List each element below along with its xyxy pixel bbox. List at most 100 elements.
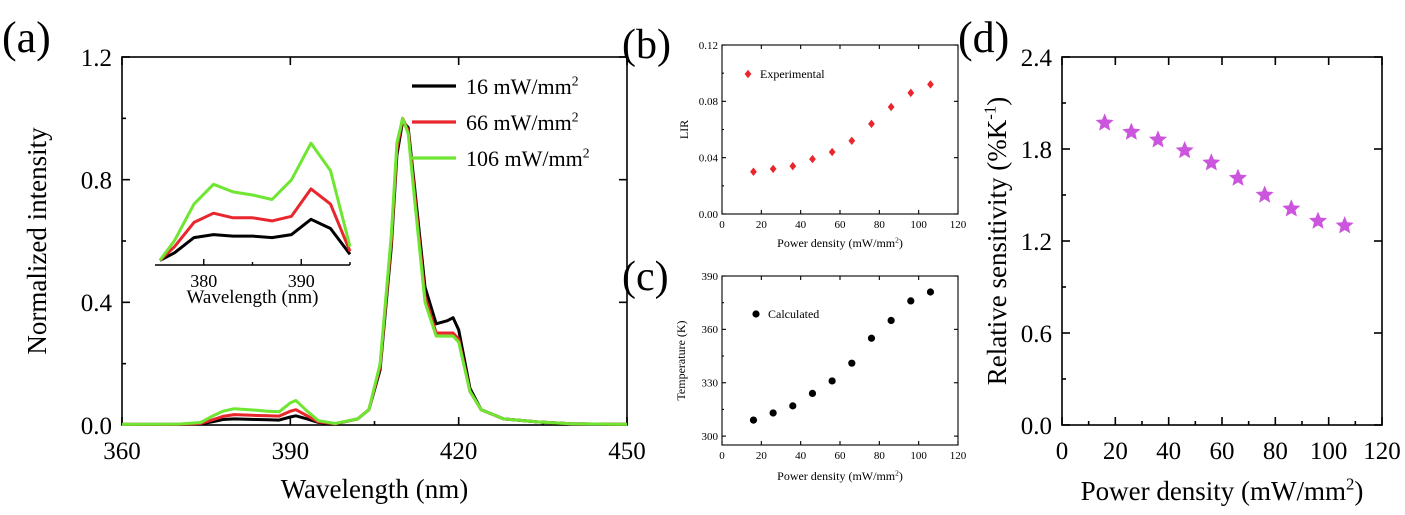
- data-point: [789, 161, 797, 171]
- legend-label: Calculated: [768, 307, 819, 321]
- y-tick-label: 360: [702, 324, 719, 336]
- panel-label-c: (c): [622, 254, 669, 300]
- data-point: [769, 409, 777, 417]
- y-axis-label: Temperature (K): [674, 320, 688, 400]
- y-tick-label: 330: [702, 378, 719, 390]
- data-point: [1202, 153, 1221, 171]
- y-tick-label: 390: [702, 271, 719, 283]
- x-tick-label: 40: [795, 219, 807, 231]
- data-point: [927, 80, 934, 89]
- x-tick-label: 60: [835, 219, 847, 231]
- data-point: [828, 377, 836, 385]
- x-tick-label: 40: [795, 450, 807, 462]
- x-tick-label: 0: [719, 219, 725, 231]
- data-point: [1335, 216, 1354, 234]
- legend-marker: [752, 310, 760, 318]
- data-point: [1122, 122, 1141, 140]
- data-point: [868, 119, 875, 129]
- y-tick-label: 1.8: [1021, 137, 1052, 164]
- x-tick-label: 120: [950, 450, 967, 462]
- data-point: [926, 288, 935, 296]
- data-point: [1228, 168, 1248, 186]
- y-axis-label: Relative sensitivity (%K-1): [981, 97, 1012, 385]
- x-tick-label: 40: [1156, 438, 1181, 465]
- legend-label-0: 16 mW/mm2: [466, 74, 579, 99]
- legend-label-1: 66 mW/mm2: [466, 110, 579, 135]
- x-tick-label: 60: [1210, 438, 1235, 465]
- y-tick-label: 0.6: [1021, 321, 1052, 348]
- panel-label-b: (b): [622, 22, 671, 68]
- data-point: [1095, 113, 1114, 131]
- inset-x-tick-label: 390: [288, 271, 315, 291]
- legend-label: Experimental: [760, 67, 825, 81]
- x-axis-label: Power density (mW/mm2): [777, 235, 903, 250]
- plot-frame: [1061, 56, 1383, 426]
- plot-frame: [721, 275, 959, 446]
- plot-frame: [721, 44, 959, 215]
- legend-label-2: 106 mW/mm2: [466, 146, 590, 171]
- y-tick-label: 0.8: [81, 167, 112, 194]
- data-point: [809, 154, 816, 164]
- legend-marker: [744, 69, 752, 79]
- panel-label-d: (d): [958, 13, 1009, 62]
- x-axis-label: Power density (mW/mm2): [777, 468, 903, 483]
- y-tick-label: 1.2: [1021, 229, 1052, 256]
- y-axis-label: LIR: [677, 120, 691, 139]
- x-tick-label: 80: [1263, 438, 1288, 465]
- inset-x-tick-label: 380: [190, 271, 217, 291]
- data-point: [1255, 185, 1274, 203]
- series-line-2: [121, 116, 628, 426]
- x-tick-label: 20: [756, 219, 768, 231]
- x-tick-label: 20: [756, 450, 768, 462]
- data-point: [750, 167, 757, 176]
- y-tick-label: 0.4: [81, 290, 113, 317]
- x-axis-label: Wavelength (nm): [281, 474, 469, 504]
- x-tick-label: 360: [103, 438, 141, 465]
- inset-series-line-1: [158, 187, 352, 262]
- data-point: [769, 164, 777, 174]
- data-point: [1282, 199, 1301, 217]
- data-point: [1175, 141, 1194, 159]
- data-point: [749, 416, 758, 424]
- x-tick-label: 20: [1103, 438, 1128, 465]
- x-tick-label: 100: [910, 219, 927, 231]
- y-tick-label: 0.04: [699, 153, 719, 165]
- data-point: [789, 402, 797, 410]
- x-tick-label: 120: [950, 219, 967, 231]
- x-tick-label: 120: [1363, 438, 1401, 465]
- inset-series-line-0: [159, 217, 352, 262]
- y-tick-label: 0.00: [699, 209, 719, 221]
- y-tick-label: 0.0: [81, 413, 112, 440]
- x-tick-label: 60: [835, 450, 847, 462]
- data-point: [1148, 130, 1168, 148]
- data-point: [907, 297, 915, 305]
- x-tick-label: 450: [608, 438, 646, 465]
- data-point: [1308, 211, 1328, 229]
- data-point: [808, 389, 817, 398]
- x-tick-label: 100: [910, 450, 927, 462]
- y-tick-label: 0.08: [699, 96, 719, 108]
- x-tick-label: 80: [874, 450, 886, 462]
- data-point: [867, 334, 876, 342]
- y-tick-label: 300: [702, 431, 719, 443]
- data-point: [907, 88, 915, 98]
- x-tick-label: 100: [1310, 438, 1348, 465]
- y-tick-label: 0.12: [699, 40, 718, 52]
- data-point: [887, 316, 895, 325]
- data-point: [848, 359, 856, 367]
- data-point: [828, 147, 836, 157]
- y-axis-label: Normalized intensity: [22, 127, 52, 355]
- x-tick-label: 80: [874, 219, 886, 231]
- y-tick-label: 1.2: [81, 45, 112, 72]
- x-tick-label: 420: [440, 438, 478, 465]
- y-tick-label: 2.4: [1021, 45, 1053, 72]
- inset-series-line-2: [158, 141, 352, 262]
- panel-label-a: (a): [2, 13, 51, 62]
- x-axis-label: Power density (mW/mm2): [1081, 475, 1364, 506]
- y-tick-label: 0.0: [1021, 413, 1052, 440]
- x-tick-label: 0: [719, 450, 725, 462]
- inset-x-axis-label: Wavelength (nm): [187, 287, 319, 308]
- data-point: [887, 102, 895, 112]
- x-tick-label: 390: [272, 438, 310, 465]
